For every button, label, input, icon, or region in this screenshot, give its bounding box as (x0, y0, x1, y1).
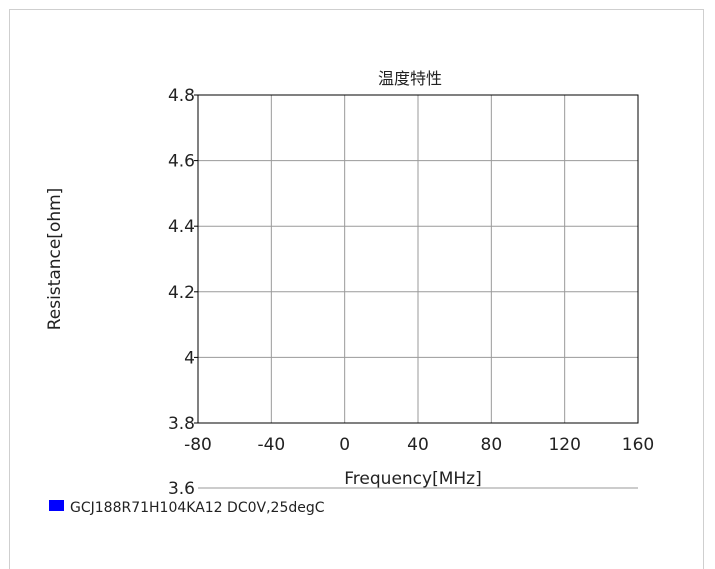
extra-y-tick-labels: 3.6 (168, 479, 195, 499)
y-tick-labels: 4.8 4.6 4.4 4.2 4 3.8 (168, 86, 195, 434)
chart-frame (9, 9, 704, 569)
legend-swatch (49, 500, 64, 511)
y-tick-label: 4.2 (168, 283, 195, 303)
x-tick-label: -80 (184, 435, 212, 455)
x-tick-label: 0 (339, 435, 350, 455)
grid-lines (194, 94, 639, 424)
y-tick-label: 4.4 (168, 217, 195, 237)
x-tick-label: 160 (622, 435, 654, 455)
x-tick-label: -40 (257, 435, 285, 455)
x-tick-label: 80 (481, 435, 503, 455)
y-tick-label: 4.8 (168, 86, 195, 106)
y-tick-label: 4 (184, 348, 195, 368)
legend-label: GCJ188R71H104KA12 DC0V,25degC (70, 500, 325, 516)
y-axis-label: Resistance[ohm] (45, 188, 65, 331)
x-tick-label: 40 (407, 435, 429, 455)
y-tick-label: 3.8 (168, 414, 195, 434)
x-tick-label: 120 (548, 435, 580, 455)
x-tick-labels: -80 -40 0 40 80 120 160 (184, 435, 654, 455)
y-tick-label: 4.6 (168, 152, 195, 172)
extra-y-tick-label: 3.6 (168, 479, 195, 499)
x-axis-label: Frequency[MHz] (344, 469, 481, 489)
chart-title: 温度特性 (378, 69, 442, 88)
plot-area-border (197, 94, 639, 424)
